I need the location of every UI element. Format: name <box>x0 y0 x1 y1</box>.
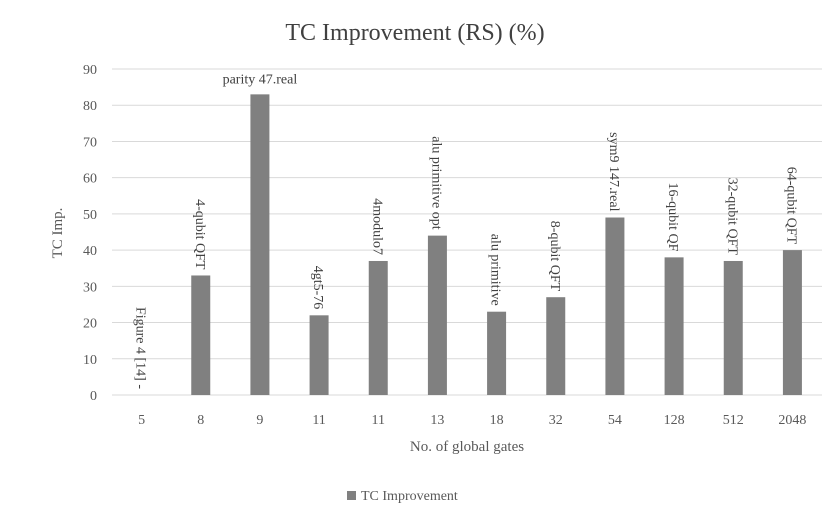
x-tick-label: 2048 <box>778 413 806 428</box>
x-tick-label: 512 <box>723 413 744 428</box>
x-tick-label: 11 <box>372 413 385 428</box>
legend: TC Improvement <box>347 489 458 504</box>
bar <box>605 217 625 395</box>
y-tick-label: 60 <box>83 172 97 187</box>
x-tick-label: 9 <box>256 413 263 428</box>
x-tick-label: 32 <box>549 413 563 428</box>
x-tick-label: 5 <box>138 413 145 428</box>
y-tick-label: 10 <box>83 353 97 368</box>
bar-data-label: 32-qubit QFT <box>724 178 739 256</box>
bar-data-label: Figure 4 [14] - <box>133 307 148 389</box>
x-tick-label: 8 <box>197 413 204 428</box>
y-tick-label: 50 <box>83 208 97 223</box>
bar <box>191 275 211 395</box>
x-tick-label: 54 <box>608 413 622 428</box>
y-tick-label: 20 <box>83 317 97 332</box>
bar <box>250 94 270 395</box>
bar <box>309 315 329 395</box>
bar-data-label: 4modulo7 <box>369 198 384 255</box>
bar <box>546 297 566 395</box>
bars <box>191 94 802 395</box>
y-tick-label: 30 <box>83 280 97 295</box>
x-tick-label: 128 <box>664 413 685 428</box>
x-axis-ticks: 5 8 9 11 11 13 18 32 54 128 512 2048 <box>138 413 806 428</box>
bar <box>782 250 802 395</box>
y-tick-label: 40 <box>83 244 97 259</box>
x-axis-label: No. of global gates <box>410 439 524 455</box>
y-axis-label: TC Imp. <box>50 208 66 259</box>
bar <box>723 260 743 395</box>
bar-labels: Figure 4 [14] - 4-qubit QFT parity 47.real… <box>133 72 799 389</box>
legend-label: TC Improvement <box>361 489 458 504</box>
x-tick-label: 13 <box>430 413 444 428</box>
bar-data-label: parity 47.real <box>223 72 298 87</box>
bar-data-label: 4-qubit QFT <box>192 199 207 270</box>
y-tick-label: 70 <box>83 135 97 150</box>
bar-data-label: alu primitive <box>488 234 503 306</box>
bar <box>664 257 684 395</box>
bar-data-label: 16-qubit QF <box>665 183 680 252</box>
y-tick-label: 80 <box>83 99 97 114</box>
bar-data-label: 8-qubit QFT <box>547 221 562 292</box>
bar-data-label: sym9 147.real <box>606 132 621 211</box>
bar-data-label: 64-qubit QFT <box>783 167 798 245</box>
gridlines <box>112 68 822 396</box>
chart-title: TC Improvement (RS) (%) <box>285 20 544 46</box>
y-axis-ticks: 0 10 20 30 40 50 60 70 80 90 <box>83 63 97 404</box>
y-tick-label: 90 <box>83 63 97 78</box>
bar <box>427 235 447 395</box>
bar-data-label: 4gt5-76 <box>310 266 325 310</box>
bar <box>487 311 507 395</box>
x-tick-label: 11 <box>312 413 325 428</box>
bar-data-label: alu primitive opt <box>428 136 443 229</box>
bar <box>368 260 388 395</box>
legend-swatch <box>347 491 356 500</box>
y-tick-label: 0 <box>90 389 97 404</box>
x-tick-label: 18 <box>490 413 504 428</box>
